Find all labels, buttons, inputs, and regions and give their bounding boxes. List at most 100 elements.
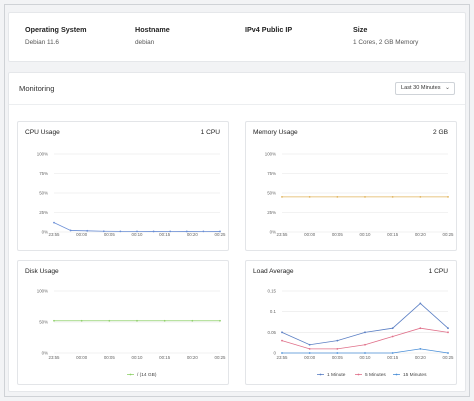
data-point[interactable] bbox=[336, 352, 339, 354]
disk-usage-title: Disk Usage bbox=[25, 268, 59, 275]
legend-label[interactable]: 15 Minutes bbox=[403, 372, 427, 378]
ip-label: IPv4 Public IP bbox=[245, 25, 293, 34]
x-tick-label: 00:05 bbox=[104, 232, 116, 237]
x-tick-label: 23:55 bbox=[277, 355, 289, 360]
x-tick-label: 00:00 bbox=[76, 232, 88, 237]
legend-marker bbox=[357, 373, 360, 376]
x-tick-label: 00:20 bbox=[187, 232, 199, 237]
y-tick-label: 100% bbox=[37, 152, 48, 157]
data-point[interactable] bbox=[364, 352, 366, 354]
x-tick-label: 00:15 bbox=[159, 355, 171, 360]
data-point[interactable] bbox=[202, 230, 205, 233]
server-info-card: Operating System Debian 11.6 Hostname de… bbox=[8, 12, 466, 62]
legend-label[interactable]: / (14 GB) bbox=[137, 372, 157, 378]
memory-usage-chart: 100% 75% 50% 25% 0% 23:55 00:00 00:05 00:10 00:15… bbox=[265, 152, 454, 238]
size-label: Size bbox=[353, 25, 368, 34]
x-tick-label: 00:10 bbox=[360, 232, 372, 237]
legend-label[interactable]: 1 Minute bbox=[327, 372, 346, 378]
data-point[interactable] bbox=[364, 196, 366, 198]
y-tick-label: 0 bbox=[274, 351, 277, 356]
data-point[interactable] bbox=[169, 230, 172, 233]
x-tick-label: 00:25 bbox=[443, 355, 455, 360]
cpu-usage-title: CPU Usage bbox=[25, 129, 60, 136]
data-point[interactable] bbox=[80, 319, 83, 322]
data-point[interactable] bbox=[136, 230, 138, 233]
data-point[interactable] bbox=[152, 230, 155, 233]
data-point[interactable] bbox=[119, 230, 122, 233]
x-tick-label: 00:20 bbox=[415, 232, 427, 237]
y-tick-label: 100% bbox=[37, 289, 48, 294]
x-tick-label: 23:55 bbox=[49, 355, 61, 360]
x-tick-label: 00:05 bbox=[104, 355, 116, 360]
x-tick-label: 00:25 bbox=[215, 232, 227, 237]
load-cpu-count: 1 CPU bbox=[428, 268, 448, 275]
data-point[interactable] bbox=[419, 196, 422, 198]
data-point[interactable] bbox=[308, 343, 311, 346]
memory-usage-title: Memory Usage bbox=[253, 129, 298, 136]
data-point[interactable] bbox=[364, 343, 366, 346]
x-tick-label: 00:20 bbox=[415, 355, 427, 360]
x-tick-label: 00:00 bbox=[76, 355, 88, 360]
data-point[interactable] bbox=[69, 229, 72, 232]
series-line bbox=[281, 302, 449, 346]
data-point[interactable] bbox=[53, 319, 55, 322]
load-average-title: Load Average bbox=[253, 268, 294, 275]
data-point[interactable] bbox=[391, 352, 394, 354]
data-point[interactable] bbox=[86, 229, 89, 232]
data-point[interactable] bbox=[447, 352, 449, 354]
data-point[interactable] bbox=[53, 221, 55, 224]
data-point[interactable] bbox=[391, 327, 394, 330]
x-tick-label: 00:10 bbox=[360, 355, 372, 360]
data-point[interactable] bbox=[336, 196, 339, 198]
series-line bbox=[53, 222, 221, 232]
y-tick-label: 75% bbox=[39, 171, 48, 176]
os-label: Operating System bbox=[25, 25, 87, 34]
data-point[interactable] bbox=[281, 196, 283, 198]
y-tick-label: 50% bbox=[39, 320, 48, 325]
data-point[interactable] bbox=[391, 196, 394, 198]
data-point[interactable] bbox=[102, 230, 105, 233]
y-tick-label: 0.1 bbox=[270, 309, 277, 314]
x-tick-label: 00:15 bbox=[387, 355, 399, 360]
data-point[interactable] bbox=[391, 335, 394, 338]
x-tick-label: 00:25 bbox=[215, 355, 227, 360]
data-point[interactable] bbox=[447, 331, 449, 334]
data-point[interactable] bbox=[419, 327, 422, 330]
data-point[interactable] bbox=[136, 319, 138, 322]
x-tick-label: 00:10 bbox=[132, 355, 144, 360]
y-tick-label: 50% bbox=[267, 191, 276, 196]
data-point[interactable] bbox=[447, 327, 449, 330]
data-point[interactable] bbox=[308, 196, 311, 198]
data-point[interactable] bbox=[163, 319, 166, 322]
data-point[interactable] bbox=[281, 352, 283, 354]
data-point[interactable] bbox=[219, 319, 221, 322]
y-tick-label: 25% bbox=[39, 210, 48, 215]
data-point[interactable] bbox=[308, 347, 311, 350]
monitoring-divider bbox=[9, 104, 465, 105]
data-point[interactable] bbox=[108, 319, 111, 322]
monitoring-title: Monitoring bbox=[19, 84, 55, 93]
y-tick-label: 50% bbox=[39, 191, 48, 196]
data-point[interactable] bbox=[191, 319, 194, 322]
x-tick-label: 00:05 bbox=[332, 355, 344, 360]
data-point[interactable] bbox=[281, 339, 283, 342]
data-point[interactable] bbox=[281, 331, 283, 334]
data-point[interactable] bbox=[447, 196, 449, 198]
data-point[interactable] bbox=[219, 230, 221, 233]
data-point[interactable] bbox=[419, 302, 422, 305]
data-point[interactable] bbox=[364, 331, 366, 334]
data-point[interactable] bbox=[308, 352, 311, 354]
data-point[interactable] bbox=[336, 347, 339, 350]
hostname-info: Hostname debian bbox=[135, 25, 170, 46]
y-tick-label: 0% bbox=[42, 230, 48, 235]
time-range-select[interactable]: Last 30 Minutes ⌄ bbox=[395, 82, 455, 95]
y-tick-label: 0% bbox=[42, 351, 48, 356]
memory-usage-panel: Memory Usage 2 GB 100% 75% 50% 25% 0% 23:55 00… bbox=[245, 121, 457, 251]
disk-usage-panel: Disk Usage 100% 50% 0% 23:55 00:00 00:05 00:10… bbox=[17, 260, 229, 385]
load-average-panel: Load Average 1 CPU 0.15 0.1 0.05 0 23:55 00:0… bbox=[245, 260, 457, 385]
legend-label[interactable]: 5 Minutes bbox=[365, 372, 386, 378]
data-point[interactable] bbox=[185, 230, 188, 233]
x-tick-label: 00:05 bbox=[332, 232, 344, 237]
data-point[interactable] bbox=[419, 347, 422, 350]
data-point[interactable] bbox=[336, 339, 339, 342]
